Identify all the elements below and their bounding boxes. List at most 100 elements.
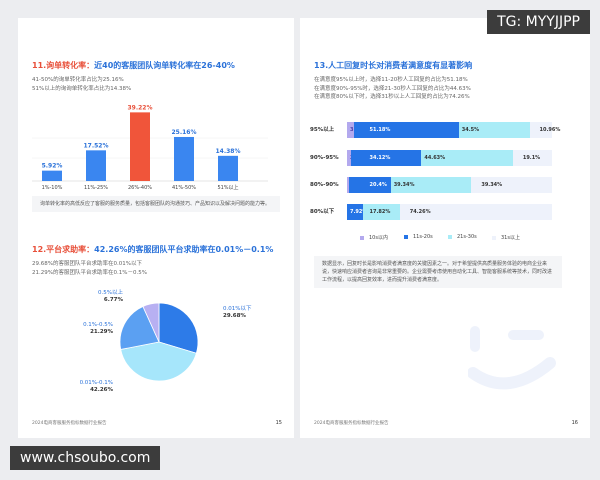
footer: 2024电商客服服务指标数据行业报告 (314, 421, 389, 426)
bar-value-label: 25.16% (172, 129, 197, 136)
bar (86, 150, 106, 181)
section-13-note: 数据显示，回复时长是影响消费者满意度的关键因素之一。对于希望提供高质量服务体验的… (314, 256, 562, 288)
watermark-top: TG: MYYJJPP (487, 10, 590, 34)
stacked-segment (347, 177, 349, 193)
segment-value-label: 7.92% (350, 209, 368, 215)
stacked-segment (348, 177, 391, 193)
bar (218, 155, 238, 181)
summary-line: 29.68%的客服团队平台求助率在0.01%以下 (32, 261, 142, 267)
title-prefix: 12.平台求助率： (32, 245, 95, 254)
segment-value-label: 44.63% (424, 155, 446, 161)
segment-value-label: 39.34% (393, 182, 415, 188)
legend-label: 21s-30s (457, 234, 477, 240)
stacked-segment (458, 122, 530, 138)
x-tick-label: 41%-50% (172, 185, 196, 191)
legend-swatch (448, 234, 452, 239)
segment-value-label: 17.82% (369, 209, 391, 215)
title-main: 42.26%的客服团队平台求助率在0.01%－0.1% (94, 245, 274, 254)
bar (130, 112, 150, 181)
segment-value-label: 74.26% (409, 209, 431, 215)
stacked-segment (351, 150, 422, 166)
pie-slice (142, 302, 160, 343)
legend-swatch (360, 235, 364, 240)
bar (174, 136, 194, 181)
stacked-segment (471, 177, 552, 193)
legend-label: 31s以上 (501, 235, 520, 241)
segment-value-label: 34.5% (461, 127, 480, 133)
row-label: 80%以下 (310, 209, 335, 215)
bar-value-label: 17.52% (84, 142, 109, 149)
watermark-bottom: www.chsoubo.com (10, 446, 161, 470)
x-tick-label: 51%以上 (217, 184, 238, 191)
stacked-segment (347, 204, 364, 220)
legend-swatch (404, 234, 408, 239)
section-11-title: 11.询单转化率：近40的客服团队询单转化率在26-40% (32, 60, 235, 71)
legend-label: 11s-20s (413, 234, 433, 240)
stacked-segment (399, 204, 552, 220)
stacked-bar-row: 2.15%34.12%44.63%19.1% (347, 150, 552, 166)
bar-value-label: 39.22% (128, 104, 153, 111)
bar (42, 170, 62, 181)
legend-item: 11s-20s (404, 234, 433, 240)
segment-value-label: 19.1% (522, 155, 541, 161)
stacked-segment (529, 122, 552, 138)
stacked-bar-row: 3.36%51.18%34.5%10.96% (347, 122, 560, 138)
slice-value-label: 29.68% (223, 313, 246, 319)
stacked-bar-row: 0.92%20.4%39.34%39.34% (347, 177, 552, 193)
summary-line: 41-50%的询单转化率占比为25.16% (32, 77, 124, 83)
legend-label: 10s以内 (369, 235, 388, 241)
row-label: 90%-95% (310, 155, 339, 161)
pie-slice (120, 341, 197, 382)
left-page: 11.询单转化率：近40的客服团队询单转化率在26-40% 41-50%的询单转… (18, 18, 294, 438)
x-tick-label: 26%-40% (128, 185, 152, 191)
pie-slice (119, 305, 160, 350)
section-11-summary: 41-50%的询单转化率占比为25.16% 51%以上的询询单转化率占比为14.3… (32, 76, 131, 93)
section-13-summary: 在满意度95%以上时，选择11-20秒人工回复的占比为51.18% 在满意度90%… (314, 76, 471, 102)
slice-value-label: 6.77% (104, 297, 124, 303)
stacked-segment (421, 150, 513, 166)
bar-value-label: 5.92% (42, 163, 63, 170)
stacked-segment (347, 150, 352, 166)
x-tick-label: 1%-10% (42, 185, 63, 191)
x-tick-label: 11%-25% (84, 185, 108, 191)
summary-line: 在满意度90%-95%时，选择21-30秒人工回复的占比为44.63% (314, 85, 471, 92)
summary-line: 51%以上的询询单转化率占比为14.38% (32, 85, 132, 92)
stacked-segment (353, 122, 459, 138)
segment-value-label: 10.96% (539, 127, 561, 133)
title-prefix: 11.询单转化率： (32, 61, 95, 70)
stacked-segment (347, 122, 354, 138)
legend-swatch (492, 235, 496, 240)
page-number: 15 (275, 420, 282, 426)
right-page: 13.人工回复时长对消费者满意度有显著影响 在满意度95%以上时，选择11-20… (300, 18, 590, 438)
segment-value-label: 39.34% (481, 182, 503, 188)
row-label: 95%以上 (310, 127, 335, 133)
slice-value-label: 21.29% (90, 329, 113, 335)
section-11-note: 询单转化率的高低反应了客服的服务质量，包括客服团队的沟通技巧、产品知识以及解决问… (32, 196, 280, 212)
slice-name-label: 0.01%-0.1% (80, 380, 113, 386)
legend-item: 21s-30s (448, 234, 477, 240)
section-12-title: 12.平台求助率：42.26%的客服团队平台求助率在0.01%－0.1% (32, 244, 273, 255)
page-number: 16 (571, 420, 578, 426)
legend-item: 31s以上 (492, 234, 520, 241)
title-main: 近40的客服团队询单转化率在26-40% (94, 61, 235, 70)
slice-name-label: 0.01%以下 (223, 305, 252, 312)
conversion-bar-chart: 5.92% 1%-10% 17.52% 11%-25% 39.22% 26%-40% 25.… (32, 104, 268, 191)
stacked-segment (390, 177, 472, 193)
stacked-bar-row: 7.92% 17.82% 74.26% (347, 204, 552, 220)
slice-value-label: 42.26% (90, 387, 113, 393)
summary-line: 在满意度80%以下时，选择31秒以上人工回复的占比为74.26% (314, 94, 470, 100)
section-12-summary: 29.68%的客服团队平台求助率在0.01%以下 21.29%的客服团队平台求助率… (32, 260, 147, 277)
section-13-title: 13.人工回复时长对消费者满意度有显著影响 (314, 61, 473, 70)
slice-name-label: 0.1%-0.5% (83, 322, 113, 328)
row-label: 80%-90% (310, 182, 339, 188)
segment-value-label: 34.12% (369, 155, 391, 161)
segment-value-label: 51.18% (369, 127, 391, 133)
legend-item: 10s以内 (360, 234, 388, 241)
slice-name-label: 0.5%以上 (98, 288, 123, 296)
segment-value-label: 20.4% (369, 182, 387, 188)
stacked-segment (363, 204, 400, 220)
summary-line: 在满意度95%以上时，选择11-20秒人工回复的占比为51.18% (314, 77, 468, 83)
pie-slice (158, 302, 199, 354)
stacked-segment (512, 150, 552, 166)
